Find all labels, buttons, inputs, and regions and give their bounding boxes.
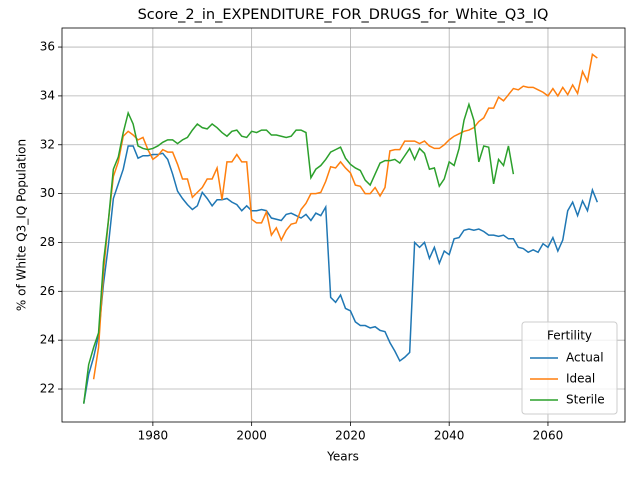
x-tick-label: 2040 — [434, 429, 465, 443]
data-line — [82, 101, 515, 404]
legend-label: Ideal — [566, 372, 595, 386]
x-tick-label: 2020 — [335, 429, 366, 443]
y-tick-label: 30 — [40, 186, 55, 200]
y-tick-label: 34 — [40, 88, 55, 102]
y-tick-label: 32 — [40, 137, 55, 151]
y-tick-label: 28 — [40, 235, 55, 249]
y-axis-label: % of White Q3_IQ Population — [15, 139, 29, 311]
plot-frame — [61, 27, 626, 423]
x-tick-label: 1980 — [138, 429, 169, 443]
data-line — [82, 145, 599, 404]
chart-title: Score_2_in_EXPENDITURE_FOR_DRUGS_for_Whi… — [138, 7, 549, 23]
y-tick-label: 24 — [40, 333, 55, 347]
legend-label: Actual — [566, 351, 604, 365]
x-tick-label: 2000 — [236, 429, 267, 443]
y-tick-label: 26 — [40, 284, 55, 298]
y-tick-label: 36 — [40, 40, 55, 54]
x-axis-label: Years — [326, 450, 359, 464]
legend-box — [521, 321, 618, 415]
legend-title: Fertility — [547, 329, 592, 343]
y-tick-label: 22 — [40, 382, 55, 396]
legend-label: Sterile — [566, 393, 605, 407]
data-line — [92, 53, 598, 380]
x-tick-label: 2060 — [533, 429, 564, 443]
